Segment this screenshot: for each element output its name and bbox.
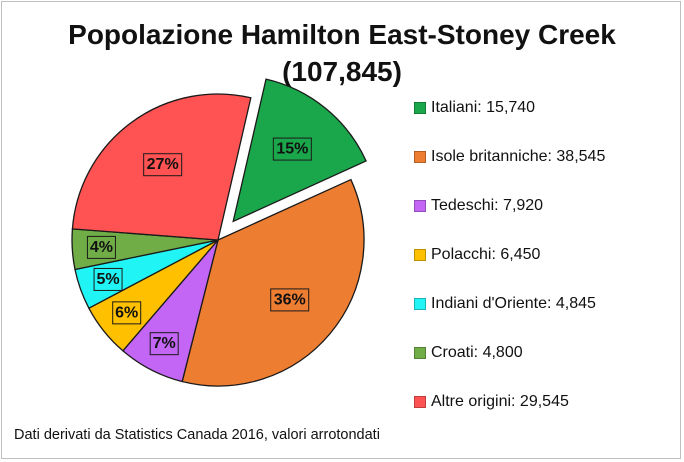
legend-label: Isole britanniche: 38,545 (431, 148, 606, 165)
legend-item: Italiani: 15,740 (414, 97, 535, 119)
data-label-group: 6% (112, 301, 142, 325)
data-label-group: 15% (272, 137, 312, 161)
data-label-group: 4% (86, 235, 116, 259)
legend-swatch (414, 298, 426, 310)
pie-slice-isole-britanniche (181, 178, 365, 387)
legend-swatch (414, 396, 426, 408)
data-label-box (112, 301, 142, 325)
data-label-box (272, 137, 312, 161)
data-label-group: 5% (93, 267, 123, 291)
data-label: 36% (274, 291, 306, 308)
data-label: 15% (276, 141, 308, 158)
legend-label: Italiani: 15,740 (431, 99, 536, 116)
data-label: 4% (90, 239, 113, 256)
legend-label: Altre origini: 29,545 (431, 393, 569, 410)
source-footnote: Dati derivati da Statistics Canada 2016,… (14, 427, 380, 443)
data-label-box (149, 332, 179, 356)
data-label-box (93, 267, 123, 291)
data-label: 6% (115, 304, 138, 321)
legend-label: Tedeschi: 7,920 (431, 197, 544, 214)
legend-item: Croati: 4,800 (414, 342, 523, 364)
legend-label: Indiani d'Oriente: 4,845 (431, 295, 596, 312)
data-label-box (270, 288, 310, 312)
chart-title-line2: (107,845) (282, 56, 402, 87)
data-label-group: 36% (270, 288, 310, 312)
legend-swatch (414, 151, 426, 163)
data-label: 7% (153, 335, 176, 352)
legend-item: Isole britanniche: 38,545 (414, 146, 605, 168)
legend-swatch (414, 347, 426, 359)
data-label-box (86, 235, 116, 259)
legend-item: Tedeschi: 7,920 (414, 195, 543, 217)
data-label-group: 27% (143, 153, 183, 177)
legend-swatch (414, 200, 426, 212)
legend-swatch (414, 249, 426, 261)
legend-label: Polacchi: 6,450 (431, 246, 541, 263)
legend-item: Indiani d'Oriente: 4,845 (414, 293, 596, 315)
data-label: 5% (96, 271, 119, 288)
legend-label: Croati: 4,800 (431, 344, 523, 361)
legend-swatch (414, 102, 426, 114)
legend-item: Altre origini: 29,545 (414, 391, 569, 413)
data-label-group: 7% (149, 332, 179, 356)
chart-title-line1: Popolazione Hamilton East-Stoney Creek (68, 19, 616, 50)
data-label: 27% (147, 156, 179, 173)
legend-item: Polacchi: 6,450 (414, 244, 540, 266)
data-label-box (143, 153, 183, 177)
